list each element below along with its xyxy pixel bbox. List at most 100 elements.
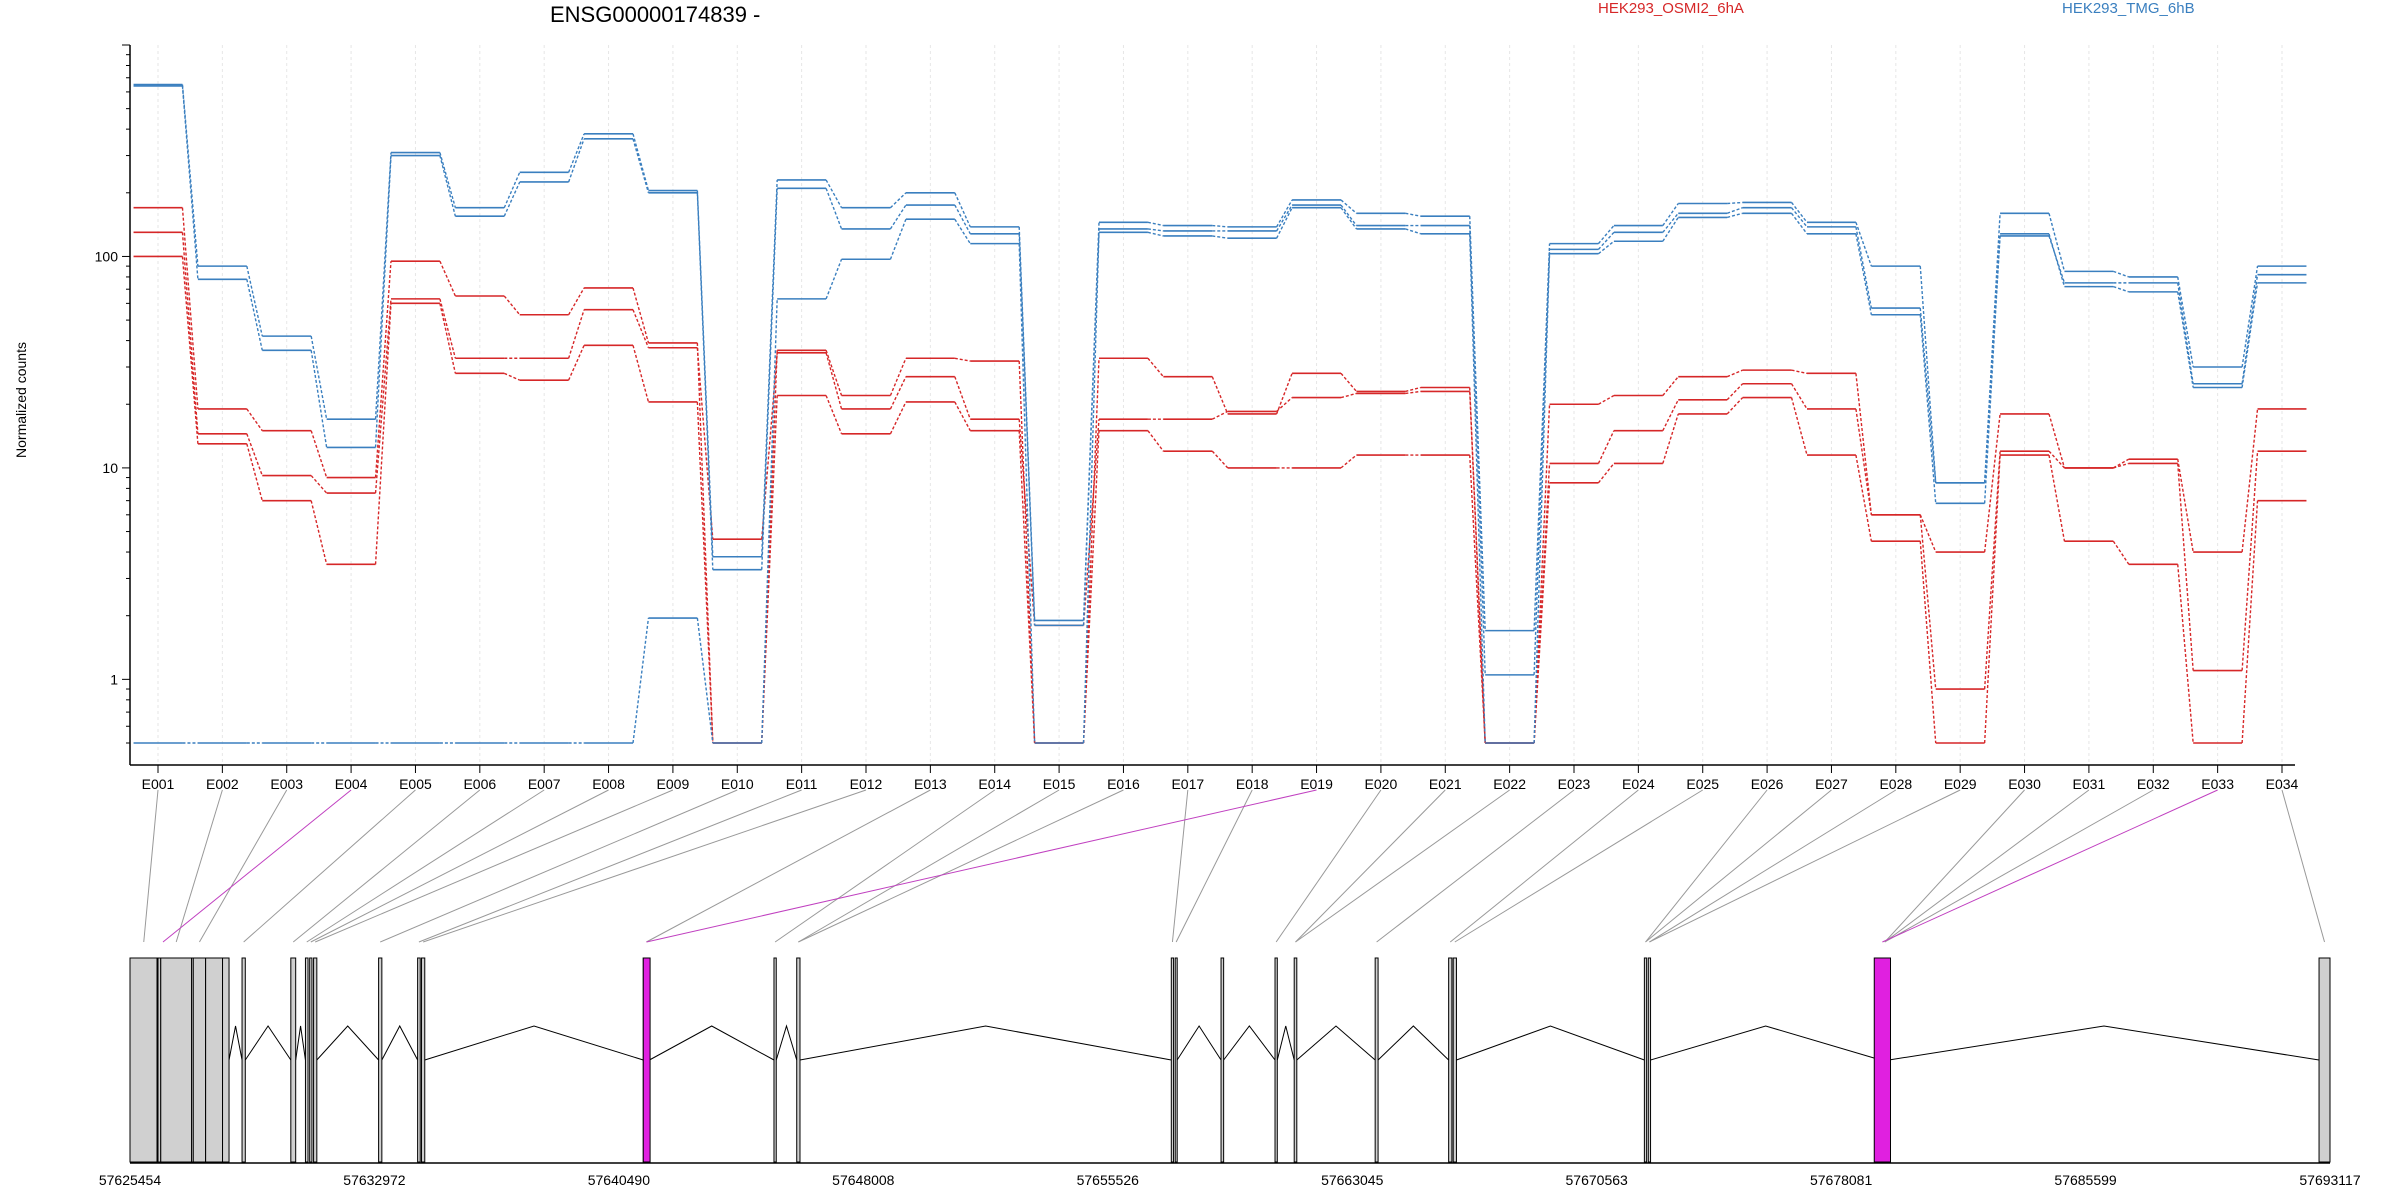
exon-transition-E030 (2048, 454, 2066, 542)
exon-transition-E019 (1340, 199, 1357, 214)
intron (316, 1025, 379, 1061)
exon-block (796, 957, 801, 1163)
exon-transition-E030 (2048, 233, 2066, 287)
chart-title: ENSG00000174839 - (550, 2, 760, 27)
exon-transition-E007 (567, 133, 585, 173)
connector-E016 (798, 789, 1124, 943)
intron (1888, 1025, 2320, 1061)
exon-transition-E017 (1211, 376, 1229, 415)
intron (1276, 1025, 1295, 1061)
exon-transition-E004 (374, 298, 392, 494)
exon-transition-E013 (954, 401, 971, 431)
x-tick-label-E007: E007 (528, 776, 561, 792)
x-tick-label-E002: E002 (206, 776, 239, 792)
exon-transition-E018 (1275, 373, 1293, 415)
coordinate-tick-label: 57632972 (343, 1172, 406, 1188)
x-tick-label-E009: E009 (657, 776, 690, 792)
exon-transition-E017 (1211, 450, 1229, 469)
exon-transition-E030 (2048, 413, 2066, 469)
x-tick-label-E020: E020 (1365, 776, 1398, 792)
exon-transition-E033 (2241, 274, 2259, 384)
exon-transition-E033 (2241, 500, 2259, 744)
x-tick-label-E016: E016 (1107, 776, 1140, 792)
coordinate-tick-label: 57685599 (2054, 1172, 2117, 1188)
exon-block (1374, 957, 1379, 1163)
series-1-HEK293_OSMI2_6hA (133, 231, 2307, 744)
exon-block (2318, 957, 2331, 1163)
exon-transition-E027 (1855, 226, 1873, 309)
connector-E030 (1884, 789, 2025, 943)
connector-E009 (315, 789, 674, 943)
exon-transition-E023 (1597, 430, 1615, 464)
exon-transition-E001 (181, 256, 199, 444)
x-tick-label-E029: E029 (1944, 776, 1977, 792)
intron (244, 1025, 292, 1061)
exon-transition-E012 (889, 192, 907, 209)
exon-transition-E002 (246, 408, 263, 432)
series-5-HEK293_TMG_6hB (133, 206, 2307, 744)
exon-transition-E023 (1598, 240, 1615, 255)
exon-transition-E012 (889, 218, 907, 260)
exon-transition-E031 (2113, 462, 2130, 469)
exon-transition-E024 (1662, 203, 1679, 226)
exon-transition-E033 (2241, 408, 2259, 553)
exon-transition-E016 (1147, 231, 1164, 237)
x-tick-label-E027: E027 (1815, 776, 1848, 792)
exon-transition-E011 (825, 395, 843, 435)
coordinate-tick-label: 57625454 (99, 1172, 162, 1188)
exon-block (129, 957, 159, 1163)
x-axis: E001 E002 E003 E004 E005 E006 E007 E008 E009 E010… (130, 764, 2299, 792)
exon-transition-E020 (1405, 390, 1421, 395)
exon-transition-E003 (310, 350, 328, 448)
exon-transition-E006 (503, 372, 521, 381)
connector-E018 (1175, 789, 1253, 943)
exon-transition-E032 (2177, 564, 2194, 744)
exon-transition-E016 (1147, 228, 1164, 232)
exon-transition-E022 (1533, 249, 1551, 675)
x-tick-label-E022: E022 (1493, 776, 1526, 792)
exon-transition-E026 (1790, 202, 1808, 223)
exon-transition-E011 (825, 188, 843, 230)
exon-transition-E022 (1533, 482, 1551, 744)
exon-transition-E010 (761, 350, 778, 744)
exon-transition-E017 (1212, 224, 1228, 228)
exon-transition-E014 (1018, 430, 1036, 744)
coordinate-tick-label: 57670563 (1566, 1172, 1629, 1188)
exon-block (417, 957, 421, 1163)
x-tick-label-E025: E025 (1686, 776, 1719, 792)
connector-E004 (162, 789, 352, 943)
x-tick-label-E001: E001 (142, 776, 175, 792)
exon-transition-E025 (1726, 383, 1744, 401)
exon-transition-E003 (310, 430, 328, 478)
connector-E006 (292, 789, 481, 943)
exon-transition-E029 (1983, 455, 2001, 744)
x-tick-label-E026: E026 (1751, 776, 1784, 792)
exon-block (1452, 957, 1457, 1163)
connector-E034 (2281, 789, 2326, 943)
connector-E020 (1275, 789, 1382, 943)
exon-transition-E004 (374, 155, 392, 448)
y-axis: 1 10 100 (95, 44, 131, 765)
x-tick-label-E031: E031 (2073, 776, 2106, 792)
x-tick-label-E018: E018 (1236, 776, 1269, 792)
intron (775, 1024, 798, 1061)
exon-block (313, 957, 318, 1163)
exon-transition-E006 (503, 295, 521, 316)
exon-transition-E008 (632, 287, 650, 344)
exon-transition-E001 (181, 85, 199, 280)
exon-transition-E028 (1919, 514, 1937, 553)
exon-transition-E031 (2113, 270, 2130, 278)
exon-block (1448, 957, 1453, 1163)
exon-transition-E009 (696, 192, 714, 570)
genomic-coordinate-axis: 57625454 57632972 57640490 57648008 57655526… (99, 1162, 2361, 1188)
exon-connector-layer (143, 789, 2326, 943)
exon-transition-E020 (1405, 212, 1421, 217)
exon-transition-E003 (310, 335, 328, 420)
exon-transition-E017 (1211, 410, 1229, 420)
exon-transition-E007 (567, 309, 585, 359)
connector-E031 (1884, 789, 2090, 943)
exon-transition-E005 (439, 152, 457, 208)
exon-transition-E021 (1469, 455, 1486, 744)
exon-transition-E004 (374, 261, 392, 478)
coordinate-tick-label: 57693117 (2299, 1172, 2360, 1188)
